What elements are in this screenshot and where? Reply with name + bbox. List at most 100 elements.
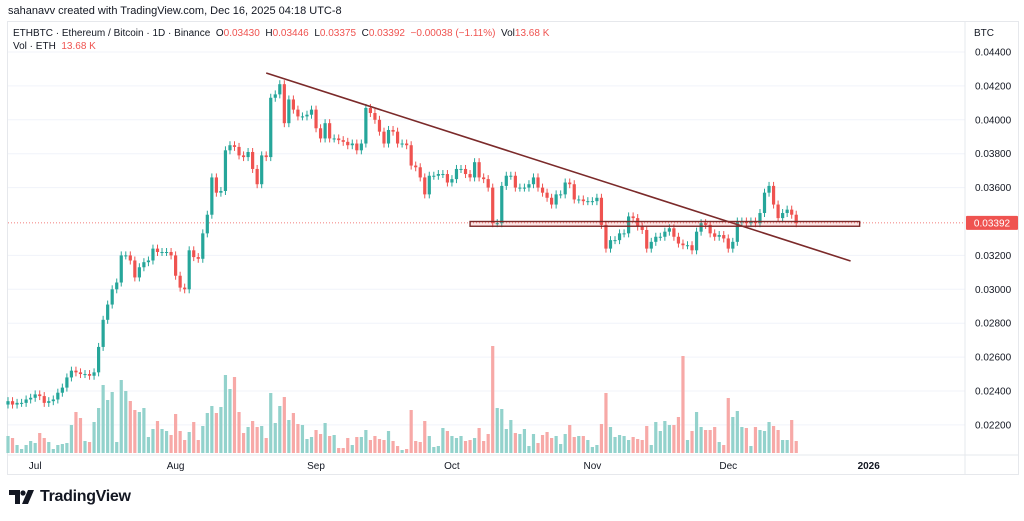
candle-body	[232, 145, 237, 147]
volume-bar	[722, 445, 726, 453]
candle-body	[459, 168, 463, 170]
y-tick-label: 0.04000	[975, 115, 1012, 126]
candle-body	[305, 114, 309, 117]
tradingview-logo: TradingView	[9, 488, 131, 506]
candle-body	[78, 372, 83, 375]
candle-body	[540, 187, 545, 193]
candle-body	[237, 146, 241, 156]
volume-indicator-label[interactable]: Vol · ETH	[13, 41, 56, 52]
volume-bar	[749, 446, 753, 453]
volume-bar	[599, 424, 604, 453]
volume-bar	[187, 432, 191, 453]
volume-bar	[124, 391, 128, 453]
candle-body	[735, 221, 739, 242]
high-label: H	[265, 28, 273, 39]
candle-body	[726, 238, 730, 249]
support-zone-rectangle[interactable]	[469, 220, 861, 227]
candle-body	[586, 201, 590, 203]
volume-bar	[522, 429, 527, 453]
price-unit-label[interactable]: BTC	[974, 28, 994, 39]
volume-bar	[762, 431, 767, 453]
candle-body	[255, 168, 259, 185]
candle-body	[590, 201, 594, 203]
candle-body	[699, 223, 703, 232]
symbol-description[interactable]: ETHBTC · Ethereum / Bitcoin · 1D · Binan…	[13, 28, 211, 39]
volume-bar	[273, 423, 277, 453]
candle-body	[690, 245, 694, 251]
volume-bar	[237, 412, 241, 453]
volume-bar	[142, 408, 146, 453]
x-tick-label: Nov	[583, 461, 601, 472]
candle-body	[137, 267, 141, 278]
candle-body	[581, 199, 585, 202]
candle-body	[713, 233, 717, 237]
candle-body	[246, 152, 250, 158]
candle-body	[355, 143, 359, 151]
volume-bar	[128, 401, 132, 453]
volume-bar	[690, 431, 694, 453]
candle-body	[183, 287, 187, 290]
volume-bar	[441, 428, 445, 453]
candle-body	[287, 99, 291, 124]
candle-body	[87, 374, 92, 376]
volume-bar	[753, 427, 758, 453]
candle-body	[563, 182, 567, 195]
candle-body	[423, 177, 427, 195]
candle-body	[771, 185, 776, 205]
candle-body	[622, 233, 626, 235]
candle-body	[264, 155, 268, 158]
volume-bar	[323, 423, 327, 453]
candle-body	[119, 255, 123, 283]
vol-value: 13.68 K	[514, 28, 550, 39]
candle-body	[350, 143, 354, 146]
volume-bar	[432, 447, 436, 453]
candle-body	[296, 109, 300, 117]
candle-body	[790, 209, 794, 215]
volume-bar	[341, 448, 345, 453]
tradingview-logo-icon	[9, 490, 34, 504]
volume-bar	[377, 439, 382, 453]
candle-body	[640, 226, 644, 230]
high-value: 0.03446	[272, 28, 309, 39]
chart-frame[interactable]	[7, 21, 1019, 475]
candle-body	[672, 228, 676, 237]
volume-bar	[119, 380, 123, 453]
y-tick-label: 0.02400	[975, 387, 1012, 398]
close-value: 0.03392	[368, 28, 405, 39]
volume-bar	[97, 408, 101, 453]
volume-bar	[19, 449, 24, 453]
volume-bar	[645, 426, 649, 453]
volume-bar	[568, 425, 572, 453]
volume-bar	[658, 431, 662, 453]
candle-body	[568, 182, 572, 185]
candle-body	[400, 143, 404, 145]
candle-body	[450, 179, 454, 183]
volume-bar	[771, 426, 776, 453]
candle-body	[47, 401, 51, 403]
candle-body	[617, 233, 622, 241]
volume-indicator-value: 13.68 K	[61, 41, 96, 52]
volume-bar	[251, 421, 255, 453]
candle-body	[518, 187, 522, 189]
trendline-drawing[interactable]	[265, 72, 851, 262]
candle-body	[128, 255, 132, 261]
candle-body	[482, 177, 486, 180]
vol-label: Vol	[501, 28, 515, 39]
candle-body	[373, 113, 377, 120]
candle-body	[463, 168, 468, 175]
candle-body	[599, 197, 604, 225]
candle-body	[38, 394, 42, 397]
y-tick-label: 0.03800	[975, 149, 1012, 160]
candle-body	[554, 194, 558, 205]
candle-body	[101, 319, 105, 347]
candle-body	[60, 387, 64, 393]
candle-body	[169, 252, 173, 256]
candle-body	[309, 109, 314, 115]
candle-body	[418, 167, 422, 178]
candle-body	[223, 150, 228, 191]
candle-body	[151, 248, 155, 261]
candle-body	[10, 401, 15, 405]
volume-bar	[169, 435, 173, 453]
volume-bar	[418, 442, 422, 453]
